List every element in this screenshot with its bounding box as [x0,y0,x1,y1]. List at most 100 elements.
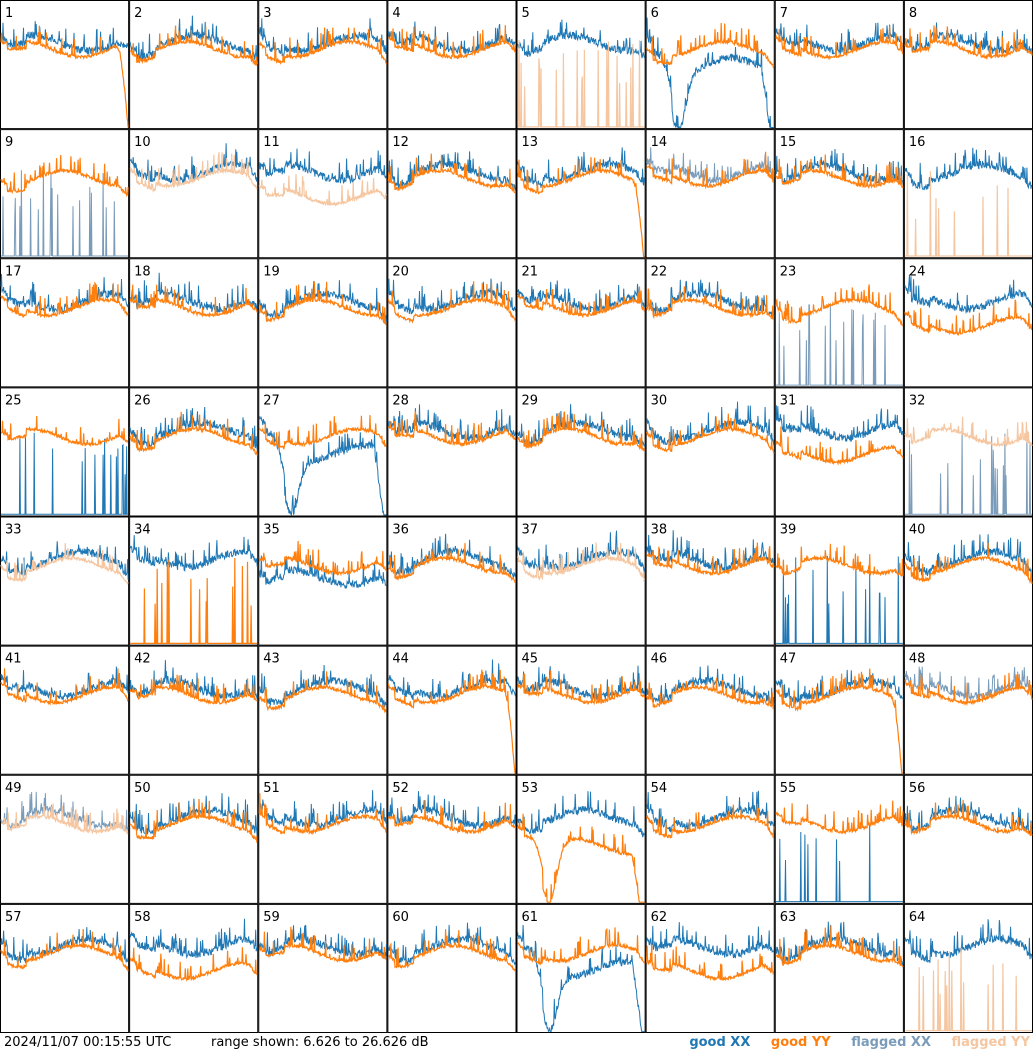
series-yy [775,925,904,968]
panel-26: 26 [129,387,259,517]
series-yy [775,800,904,836]
series-xx [904,666,1033,702]
series-xx [129,15,258,62]
series-yy [517,39,645,128]
panel-11: 11 [258,129,388,259]
panel-label: 3 [263,6,271,21]
panel-frame [516,258,646,388]
panel-label: 33 [5,523,22,538]
panel-38: 38 [645,516,775,646]
panel-4: 4 [387,0,517,130]
panel-label: 10 [134,135,151,150]
panel-label: 31 [780,393,797,408]
panel-frame [774,0,904,130]
series-xx [646,17,774,128]
panel-45: 45 [516,645,646,775]
panel-frame [129,645,259,775]
panel-27: 27 [258,387,388,517]
panel-frame [129,387,259,517]
series-yy [904,542,1033,585]
series-yy [129,674,258,706]
panel-label: 38 [651,523,668,538]
panel-frame [387,516,517,646]
panel-frame [0,258,130,388]
panel-39: 39 [774,516,904,646]
panel-frame [645,258,775,388]
series-xx [129,535,258,572]
series-xx [0,274,129,314]
panel-frame [903,0,1033,130]
panel-label: 47 [780,652,797,667]
panel-frame [516,903,646,1033]
panel-35: 35 [258,516,388,646]
panel-frame [258,903,388,1033]
series-yy [904,947,1032,1032]
legend-flagged-yy: flagged YY [951,1035,1031,1050]
series-xx [258,416,387,516]
panel-label: 20 [392,264,409,279]
series-yy [904,416,1033,448]
panel-30: 30 [645,387,775,517]
panel-33: 33 [0,516,130,646]
panel-label: 54 [651,781,668,796]
series-xx [0,927,129,964]
panel-label: 52 [392,781,409,796]
series-yy [517,157,645,258]
panel-label: 19 [263,264,280,279]
panel-frame [903,387,1033,517]
series-xx [258,280,387,323]
series-xx [646,790,775,833]
panel-29: 29 [516,387,646,517]
panel-19: 19 [258,258,388,388]
series-yy [388,543,517,583]
panel-59: 59 [258,903,388,1033]
series-xx [775,148,904,185]
panel-frame [129,0,259,130]
panel-58: 58 [129,903,259,1033]
panel-label: 40 [909,523,926,538]
series-xx [646,665,775,706]
panel-label: 4 [392,6,400,21]
panel-frame [258,0,388,130]
panel-label: 36 [392,523,409,538]
panel-frame [129,903,259,1033]
series-xx [517,19,646,59]
legend-good-xx: good XX [689,1035,751,1050]
panel-42: 42 [129,645,259,775]
series-yy [129,25,258,66]
legend-good-yy: good YY [770,1035,831,1050]
series-yy [258,793,387,836]
panel-label: 50 [134,781,151,796]
panel-frame [0,0,130,130]
panel-frame [387,129,517,259]
series-xx [0,21,129,56]
panel-label: 48 [909,652,926,667]
series-yy [646,803,775,840]
series-xx [517,665,646,701]
panel-label: 12 [392,135,409,150]
panel-frame [903,774,1033,904]
panel-label: 23 [780,264,797,279]
panel-frame [258,774,388,904]
series-yy [0,668,129,706]
panel-50: 50 [129,774,259,904]
series-yy [904,799,1033,837]
series-xx [258,555,387,590]
panel-40: 40 [903,516,1033,646]
panel-2: 2 [129,0,259,130]
panel-label: 34 [134,523,151,538]
panel-label: 6 [651,6,659,21]
series-xx [517,530,646,573]
panel-17: 17 [0,258,130,388]
panel-21: 21 [516,258,646,388]
series-xx [1,432,129,515]
panel-label: 13 [522,135,539,150]
series-yy [775,426,904,466]
series-yy [1,415,129,448]
panel-frame [645,387,775,517]
panel-label: 11 [263,135,280,150]
series-xx [646,147,775,185]
series-yy [646,542,775,577]
series-xx [904,919,1033,963]
